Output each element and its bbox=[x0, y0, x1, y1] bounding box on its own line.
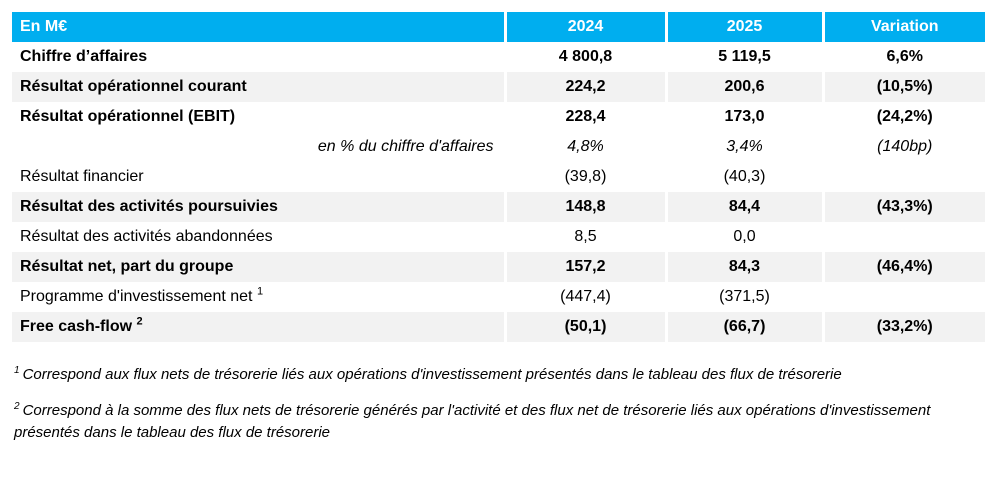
footnotes-section: 1 Correspond aux flux nets de trésorerie … bbox=[14, 364, 964, 458]
cell-variation bbox=[821, 162, 985, 192]
cell-2025: 84,3 bbox=[664, 252, 823, 282]
table-row-ebit: Résultat opérationnel (EBIT) 228,4 173,0… bbox=[12, 102, 985, 132]
cell-variation: (10,5%) bbox=[821, 72, 985, 102]
cell-2025: (66,7) bbox=[664, 312, 823, 342]
table-row-net-income-group-share: Résultat net, part du groupe 157,2 84,3 … bbox=[12, 252, 985, 282]
footnote-1-marker: 1 bbox=[14, 365, 20, 376]
row-label: Résultat des activités poursuivies bbox=[12, 192, 505, 222]
table-row-free-cash-flow: Free cash-flow 2 (50,1) (66,7) (33,2%) bbox=[12, 312, 985, 342]
table-row-ebit-margin: en % du chiffre d'affaires 4,8% 3,4% (14… bbox=[12, 132, 985, 162]
table-row-revenue: Chiffre d’affaires 4 800,8 5 119,5 6,6% bbox=[12, 42, 985, 72]
cell-2025: 200,6 bbox=[664, 72, 823, 102]
cell-2024: 4 800,8 bbox=[503, 42, 666, 72]
table-header-row: En M€ 2024 2025 Variation bbox=[12, 12, 985, 42]
cell-variation: (43,3%) bbox=[821, 192, 985, 222]
cell-2025: 173,0 bbox=[664, 102, 823, 132]
footnote-2: 2 Correspond à la somme des flux nets de … bbox=[14, 400, 964, 444]
cell-2024: 228,4 bbox=[503, 102, 666, 132]
cell-variation: (46,4%) bbox=[821, 252, 985, 282]
cell-variation: (33,2%) bbox=[821, 312, 985, 342]
table-row-net-investment-program: Programme d'investissement net 1 (447,4)… bbox=[12, 282, 985, 312]
cell-2024: 4,8% bbox=[503, 132, 666, 162]
col-header-2025: 2025 bbox=[664, 12, 823, 42]
cell-2024: 8,5 bbox=[503, 222, 666, 252]
cell-variation bbox=[821, 282, 985, 312]
cell-variation: 6,6% bbox=[821, 42, 985, 72]
footnote-2-marker: 2 bbox=[14, 401, 20, 412]
cell-variation: (24,2%) bbox=[821, 102, 985, 132]
cell-2025: 84,4 bbox=[664, 192, 823, 222]
row-label: Résultat des activités abandonnées bbox=[20, 228, 273, 245]
cell-2025: 0,0 bbox=[664, 222, 823, 252]
row-label: Résultat net, part du groupe bbox=[12, 252, 505, 282]
cell-2024: (447,4) bbox=[503, 282, 666, 312]
table-row-discontinued-operations: Résultat des activités abandonnées 8,5 0… bbox=[12, 222, 985, 252]
footnote-1: 1 Correspond aux flux nets de trésorerie … bbox=[14, 364, 964, 386]
cell-2025: (371,5) bbox=[664, 282, 823, 312]
row-label: en % du chiffre d'affaires bbox=[317, 138, 494, 155]
cell-2025: (40,3) bbox=[664, 162, 823, 192]
row-label: Résultat financier bbox=[20, 168, 144, 185]
col-header-unit: En M€ bbox=[12, 12, 505, 42]
table-row-continuing-operations: Résultat des activités poursuivies 148,8… bbox=[12, 192, 985, 222]
financial-results-table: En M€ 2024 2025 Variation Chiffre d’affa… bbox=[12, 12, 985, 342]
row-label: Chiffre d’affaires bbox=[20, 48, 148, 65]
row-label: Programme d'investissement net 1 bbox=[20, 285, 264, 305]
cell-variation bbox=[821, 222, 985, 252]
table-row-current-operating-income: Résultat opérationnel courant 224,2 200,… bbox=[12, 72, 985, 102]
row-label: Résultat opérationnel courant bbox=[12, 72, 505, 102]
footnote-1-text: Correspond aux flux nets de trésorerie l… bbox=[22, 366, 842, 383]
row-label: Free cash-flow 2 bbox=[12, 312, 505, 342]
cell-2024: 224,2 bbox=[503, 72, 666, 102]
cell-variation: (140bp) bbox=[821, 132, 985, 162]
cell-2024: (39,8) bbox=[503, 162, 666, 192]
cell-2025: 5 119,5 bbox=[664, 42, 823, 72]
row-label: Résultat opérationnel (EBIT) bbox=[20, 108, 236, 125]
cell-2024: (50,1) bbox=[503, 312, 666, 342]
col-header-2024: 2024 bbox=[503, 12, 666, 42]
col-header-variation: Variation bbox=[821, 12, 985, 42]
table-row-financial-result: Résultat financier (39,8) (40,3) bbox=[12, 162, 985, 192]
footnote-ref-1: 1 bbox=[256, 285, 264, 298]
footnote-ref-2: 2 bbox=[136, 315, 143, 328]
footnote-2-text: Correspond à la somme des flux nets de t… bbox=[14, 402, 931, 441]
cell-2025: 3,4% bbox=[664, 132, 823, 162]
cell-2024: 148,8 bbox=[503, 192, 666, 222]
cell-2024: 157,2 bbox=[503, 252, 666, 282]
